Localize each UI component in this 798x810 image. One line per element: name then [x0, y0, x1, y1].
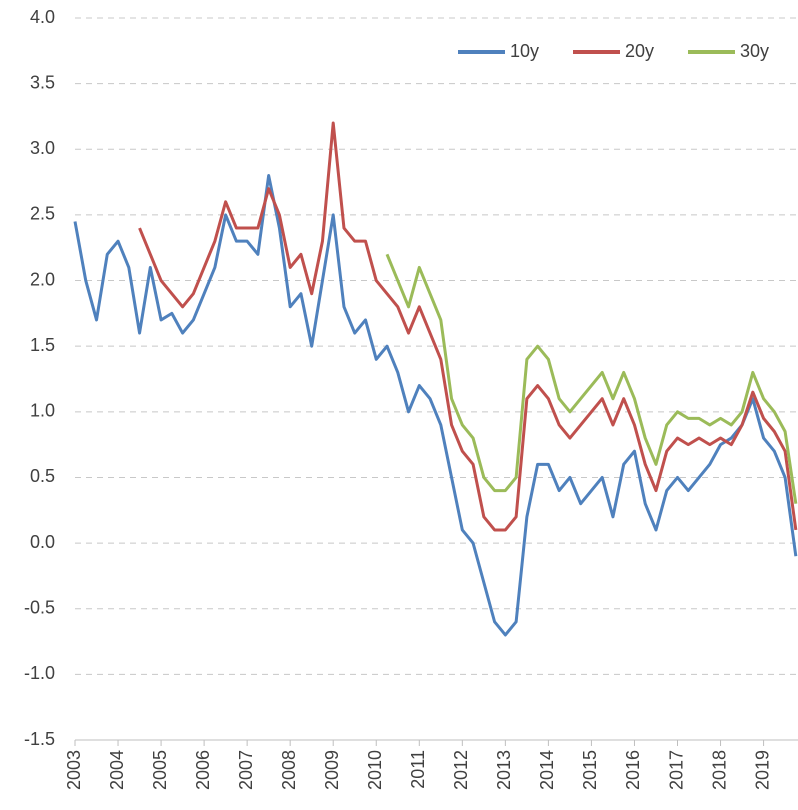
- x-tick-label: 2010: [365, 750, 385, 790]
- y-tick-label: 1.5: [30, 335, 55, 355]
- x-tick-label: 2009: [322, 750, 342, 790]
- x-tick-label: 2011: [408, 750, 428, 789]
- x-tick-label: 2018: [709, 750, 729, 790]
- legend-label: 10y: [510, 41, 539, 61]
- y-tick-label: 3.5: [30, 72, 55, 92]
- x-tick-label: 2017: [666, 750, 686, 790]
- y-tick-label: -1.5: [24, 729, 55, 749]
- y-tick-label: 4.0: [30, 7, 55, 27]
- x-tick-label: 2007: [236, 750, 256, 790]
- x-tick-label: 2016: [623, 750, 643, 790]
- series-line: [138, 121, 798, 532]
- y-tick-label: 0.0: [30, 532, 55, 552]
- y-tick-label: 0.5: [30, 466, 55, 486]
- y-tick-label: -0.5: [24, 597, 55, 617]
- legend-label: 30y: [740, 41, 769, 61]
- series-line: [385, 253, 798, 504]
- x-tick-label: 2013: [494, 750, 514, 790]
- y-tick-label: 2.0: [30, 269, 55, 289]
- x-tick-label: 2012: [451, 750, 471, 790]
- x-tick-label: 2019: [752, 750, 772, 790]
- y-tick-label: 1.0: [30, 401, 55, 421]
- x-tick-label: 2003: [64, 750, 84, 790]
- x-tick-label: 2006: [193, 750, 213, 790]
- x-tick-label: 2008: [279, 750, 299, 790]
- legend-label: 20y: [625, 41, 654, 61]
- y-tick-label: 2.5: [30, 204, 55, 224]
- x-tick-label: 2004: [107, 750, 127, 790]
- x-tick-label: 2015: [580, 750, 600, 790]
- y-tick-label: 3.0: [30, 138, 55, 158]
- y-tick-label: -1.0: [24, 663, 55, 683]
- x-tick-label: 2014: [537, 750, 557, 790]
- x-tick-label: 2005: [150, 750, 170, 790]
- series-line: [73, 174, 798, 637]
